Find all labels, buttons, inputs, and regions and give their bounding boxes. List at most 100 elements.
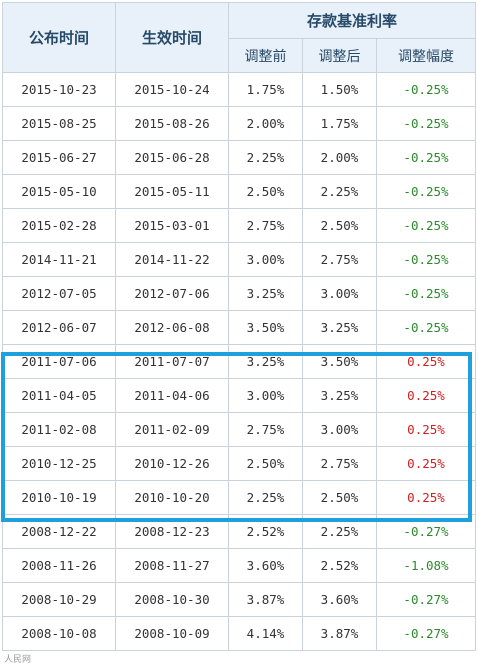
cell-rate-change: -0.25%	[376, 72, 476, 107]
cell-rate-after: 2.50%	[302, 208, 377, 243]
table-row: 2010-12-25 2010-12-26 2.50% 2.75% 0.25%	[2, 446, 476, 481]
cell-effective-date: 2010-10-20	[115, 480, 229, 515]
cell-rate-after: 2.52%	[302, 548, 377, 583]
cell-announce-date: 2011-07-06	[2, 344, 116, 379]
cell-announce-date: 2014-11-21	[2, 242, 116, 277]
table-row: 2015-02-28 2015-03-01 2.75% 2.50% -0.25%	[2, 208, 476, 243]
cell-announce-date: 2008-10-29	[2, 582, 116, 617]
table-row: 2011-07-06 2011-07-07 3.25% 3.50% 0.25%	[2, 344, 476, 379]
cell-rate-change: -1.08%	[376, 548, 476, 583]
table-row: 2012-07-05 2012-07-06 3.25% 3.00% -0.25%	[2, 276, 476, 311]
cell-announce-date: 2011-04-05	[2, 378, 116, 413]
cell-rate-after: 3.25%	[302, 378, 377, 413]
cell-announce-date: 2011-02-08	[2, 412, 116, 447]
table-row: 2008-12-22 2008-12-23 2.52% 2.25% -0.27%	[2, 514, 476, 549]
cell-announce-date: 2012-07-05	[2, 276, 116, 311]
cell-rate-change: 0.25%	[376, 446, 476, 481]
cell-rate-after: 2.25%	[302, 174, 377, 209]
cell-announce-date: 2012-06-07	[2, 310, 116, 345]
cell-effective-date: 2011-02-09	[115, 412, 229, 447]
cell-rate-before: 3.87%	[228, 582, 303, 617]
cell-rate-after: 1.50%	[302, 72, 377, 107]
cell-announce-date: 2008-12-22	[2, 514, 116, 549]
cell-rate-before: 3.60%	[228, 548, 303, 583]
cell-rate-after: 3.87%	[302, 616, 377, 651]
cell-rate-change: -0.25%	[376, 276, 476, 311]
cell-rate-before: 3.25%	[228, 344, 303, 379]
cell-rate-after: 2.00%	[302, 140, 377, 175]
cell-announce-date: 2015-10-23	[2, 72, 116, 107]
table-row: 2008-11-26 2008-11-27 3.60% 2.52% -1.08%	[2, 548, 476, 583]
cell-rate-change: -0.25%	[376, 208, 476, 243]
deposit-rate-table: 公布时间 生效时间 存款基准利率 调整前 调整后 调整幅度 2015-10-23…	[2, 2, 476, 651]
cell-effective-date: 2012-07-06	[115, 276, 229, 311]
header-announce-date: 公布时间	[2, 2, 116, 73]
table-row: 2011-02-08 2011-02-09 2.75% 3.00% 0.25%	[2, 412, 476, 447]
cell-rate-before: 3.50%	[228, 310, 303, 345]
cell-rate-change: 0.25%	[376, 378, 476, 413]
cell-rate-before: 2.00%	[228, 106, 303, 141]
watermark: 人民网	[4, 655, 32, 665]
cell-effective-date: 2015-10-24	[115, 72, 229, 107]
cell-rate-after: 3.60%	[302, 582, 377, 617]
cell-announce-date: 2015-05-10	[2, 174, 116, 209]
table-row: 2015-05-10 2015-05-11 2.50% 2.25% -0.25%	[2, 174, 476, 209]
header-row-main: 公布时间 生效时间 存款基准利率	[2, 2, 476, 73]
cell-rate-after: 2.25%	[302, 514, 377, 549]
cell-rate-change: 0.25%	[376, 412, 476, 447]
cell-rate-before: 2.75%	[228, 412, 303, 447]
cell-rate-before: 2.75%	[228, 208, 303, 243]
header-change: 调整幅度	[376, 38, 476, 73]
cell-announce-date: 2015-02-28	[2, 208, 116, 243]
table-row: 2015-10-23 2015-10-24 1.75% 1.50% -0.25%	[2, 72, 476, 107]
cell-effective-date: 2010-12-26	[115, 446, 229, 481]
cell-rate-change: 0.25%	[376, 344, 476, 379]
cell-rate-after: 3.25%	[302, 310, 377, 345]
cell-rate-before: 1.75%	[228, 72, 303, 107]
cell-rate-after: 2.50%	[302, 480, 377, 515]
cell-rate-before: 3.25%	[228, 276, 303, 311]
cell-announce-date: 2015-08-25	[2, 106, 116, 141]
cell-rate-change: -0.27%	[376, 582, 476, 617]
cell-rate-before: 2.25%	[228, 480, 303, 515]
header-after: 调整后	[302, 38, 377, 73]
table-row: 2012-06-07 2012-06-08 3.50% 3.25% -0.25%	[2, 310, 476, 345]
header-row-sub: 调整前 调整后 调整幅度	[3, 38, 476, 73]
cell-announce-date: 2010-12-25	[2, 446, 116, 481]
cell-rate-change: -0.25%	[376, 140, 476, 175]
cell-effective-date: 2008-10-30	[115, 582, 229, 617]
cell-rate-change: -0.27%	[376, 616, 476, 651]
cell-announce-date: 2010-10-19	[2, 480, 116, 515]
cell-rate-after: 3.00%	[302, 276, 377, 311]
header-effective-date: 生效时间	[115, 2, 229, 73]
cell-rate-change: -0.25%	[376, 242, 476, 277]
cell-announce-date: 2015-06-27	[2, 140, 116, 175]
cell-rate-change: -0.25%	[376, 174, 476, 209]
cell-effective-date: 2008-11-27	[115, 548, 229, 583]
table-row: 2011-04-05 2011-04-06 3.00% 3.25% 0.25%	[2, 378, 476, 413]
header-before: 调整前	[228, 38, 303, 73]
cell-rate-change: -0.27%	[376, 514, 476, 549]
cell-rate-change: 0.25%	[376, 480, 476, 515]
table-row: 2015-06-27 2015-06-28 2.25% 2.00% -0.25%	[2, 140, 476, 175]
cell-rate-before: 3.00%	[228, 242, 303, 277]
cell-rate-after: 2.75%	[302, 242, 377, 277]
cell-rate-before: 3.00%	[228, 378, 303, 413]
cell-rate-before: 2.50%	[228, 446, 303, 481]
cell-effective-date: 2015-05-11	[115, 174, 229, 209]
cell-announce-date: 2008-10-08	[2, 616, 116, 651]
cell-rate-after: 2.75%	[302, 446, 377, 481]
table-row: 2014-11-21 2014-11-22 3.00% 2.75% -0.25%	[2, 242, 476, 277]
cell-rate-before: 2.52%	[228, 514, 303, 549]
cell-effective-date: 2015-06-28	[115, 140, 229, 175]
cell-effective-date: 2012-06-08	[115, 310, 229, 345]
cell-rate-after: 3.00%	[302, 412, 377, 447]
cell-announce-date: 2008-11-26	[2, 548, 116, 583]
cell-effective-date: 2011-07-07	[115, 344, 229, 379]
cell-rate-after: 1.75%	[302, 106, 377, 141]
cell-effective-date: 2008-10-09	[115, 616, 229, 651]
cell-rate-before: 2.50%	[228, 174, 303, 209]
cell-rate-before: 2.25%	[228, 140, 303, 175]
cell-effective-date: 2014-11-22	[115, 242, 229, 277]
cell-rate-change: -0.25%	[376, 106, 476, 141]
